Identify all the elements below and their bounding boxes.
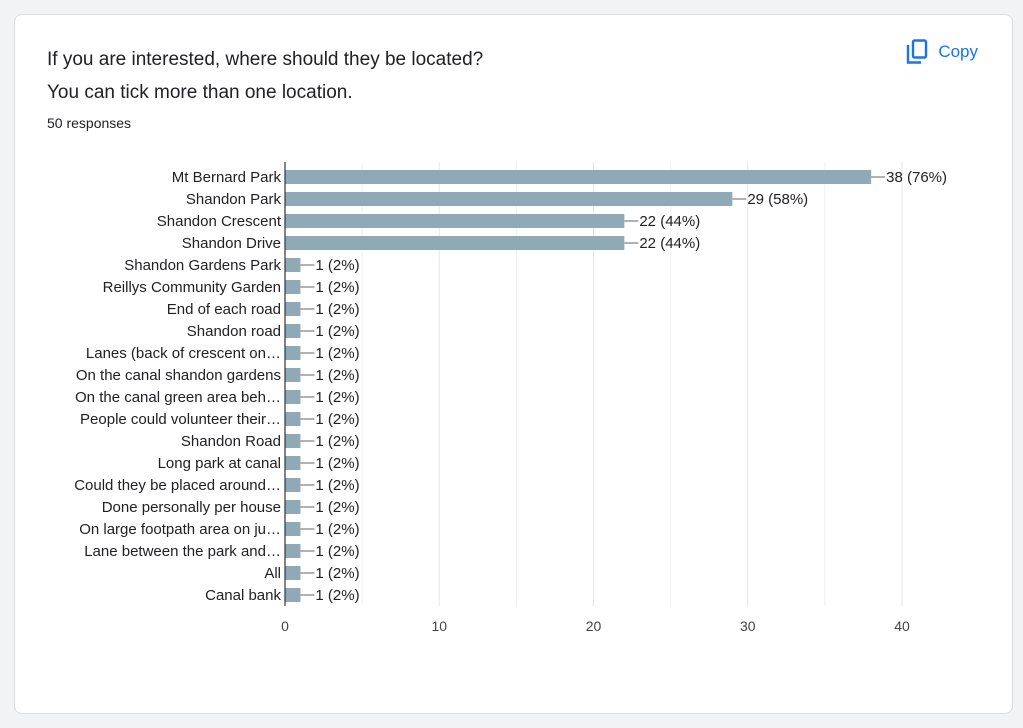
category-label: Shandon Crescent: [157, 213, 282, 230]
data-label: 1 (2%): [315, 543, 359, 560]
bar: [285, 324, 301, 338]
data-label: 1 (2%): [315, 301, 359, 318]
category-label: Mt Bernard Park: [172, 169, 282, 186]
x-tick-label: 20: [586, 618, 602, 634]
data-label: 38 (76%): [886, 169, 947, 186]
question-line-2: You can tick more than one location.: [47, 82, 353, 103]
category-label: Shandon road: [187, 323, 281, 340]
data-label: 29 (58%): [747, 191, 808, 208]
question-title: If you are interested, where should they…: [47, 43, 807, 109]
category-label: Shandon Road: [181, 433, 281, 450]
bar: [285, 236, 625, 250]
data-label: 1 (2%): [315, 257, 359, 274]
bar: [285, 214, 625, 228]
bar: [285, 346, 301, 360]
bar: [285, 500, 301, 514]
bar: [285, 566, 301, 580]
data-label: 1 (2%): [315, 367, 359, 384]
x-tick-label: 30: [740, 618, 756, 634]
copy-label: Copy: [938, 42, 978, 61]
bar: [285, 456, 301, 470]
category-label: Canal bank: [205, 587, 281, 604]
response-count: 50 responses: [47, 115, 132, 131]
category-label: All: [264, 565, 281, 582]
data-label: 1 (2%): [315, 411, 359, 428]
category-label: Reillys Community Garden: [103, 279, 281, 296]
data-label: 1 (2%): [315, 477, 359, 494]
bar: [285, 302, 301, 316]
category-label: Lane between the park and…: [84, 543, 281, 560]
question-card: If you are interested, where should they…: [14, 14, 1013, 714]
bar: [285, 192, 733, 206]
category-label: Lanes (back of crescent on…: [86, 345, 281, 362]
category-label: On large footpath area on ju…: [79, 521, 281, 538]
bar: [285, 588, 301, 602]
category-label: People could volunteer their…: [80, 411, 281, 428]
x-tick-label: 40: [894, 618, 910, 634]
category-label: Shandon Drive: [182, 235, 281, 252]
bar: [285, 478, 301, 492]
category-label: Could they be placed around…: [74, 477, 281, 494]
category-label: Long park at canal: [158, 455, 281, 472]
data-label: 1 (2%): [315, 279, 359, 296]
data-label: 1 (2%): [315, 565, 359, 582]
data-label: 1 (2%): [315, 499, 359, 516]
bar: [285, 544, 301, 558]
data-label: 22 (44%): [639, 235, 700, 252]
data-label: 1 (2%): [315, 323, 359, 340]
category-label: End of each road: [167, 301, 281, 318]
copy-icon: [906, 39, 928, 65]
data-label: 1 (2%): [315, 389, 359, 406]
bar: [285, 434, 301, 448]
data-label: 1 (2%): [315, 345, 359, 362]
bar: [285, 258, 301, 272]
bar: [285, 412, 301, 426]
category-label: Shandon Gardens Park: [124, 257, 281, 274]
category-label: Done personally per house: [102, 499, 281, 516]
data-label: 22 (44%): [639, 213, 700, 230]
bar: [285, 368, 301, 382]
data-label: 1 (2%): [315, 455, 359, 472]
copy-button[interactable]: Copy: [906, 39, 978, 65]
bar: [285, 280, 301, 294]
data-label: 1 (2%): [315, 433, 359, 450]
bar: [285, 522, 301, 536]
data-label: 1 (2%): [315, 587, 359, 604]
category-label: On the canal shandon gardens: [76, 367, 281, 384]
data-label: 1 (2%): [315, 521, 359, 538]
category-label: Shandon Park: [186, 191, 282, 208]
bar: [285, 170, 872, 184]
x-tick-label: 10: [431, 618, 447, 634]
bar: [285, 390, 301, 404]
category-label: On the canal green area beh…: [75, 389, 281, 406]
x-tick-label: 0: [281, 618, 289, 634]
question-line-1: If you are interested, where should they…: [47, 49, 484, 70]
